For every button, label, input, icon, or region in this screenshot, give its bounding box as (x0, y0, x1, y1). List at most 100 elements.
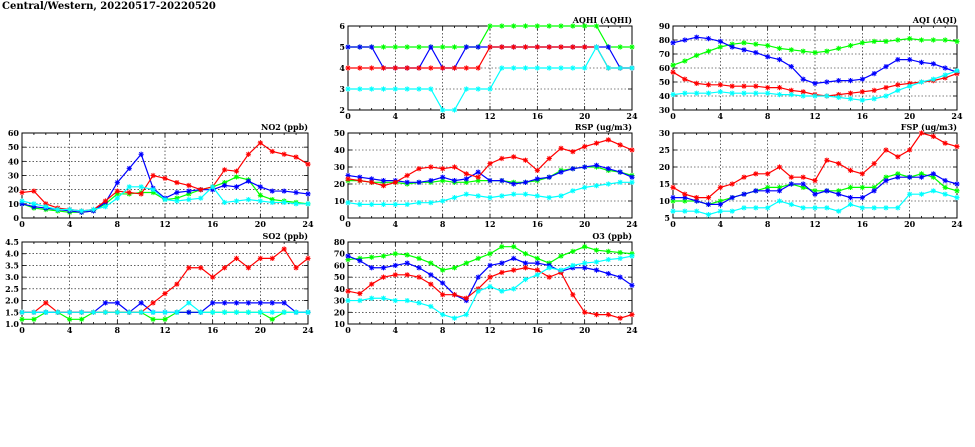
data-point (682, 90, 688, 96)
data-point (765, 43, 771, 49)
data-point (570, 188, 576, 194)
data-point (918, 191, 925, 197)
chart-title: AQI (AQI) (912, 15, 957, 25)
data-point (31, 188, 37, 194)
y-tick-label: 60 (659, 63, 671, 73)
data-point (753, 205, 759, 211)
data-point (765, 171, 771, 177)
data-point (617, 65, 623, 71)
data-point (43, 309, 49, 315)
data-point (475, 44, 481, 50)
data-point (788, 64, 794, 70)
data-point (694, 80, 700, 86)
y-tick-label: 1.0 (5, 319, 19, 329)
data-point (369, 86, 375, 92)
data-point (114, 188, 120, 194)
data-point (428, 281, 434, 287)
data-point (859, 184, 865, 190)
data-point (617, 169, 623, 175)
data-point (357, 290, 363, 297)
data-point (293, 189, 299, 196)
data-point (558, 23, 564, 29)
data-point (380, 253, 387, 259)
data-point (582, 144, 588, 150)
data-point (895, 37, 901, 43)
data-point (741, 47, 747, 53)
data-point (930, 133, 936, 139)
data-point (487, 262, 493, 269)
data-point (221, 300, 228, 306)
data-point (78, 309, 85, 315)
x-tick-label: 12 (809, 111, 820, 121)
data-point (186, 309, 192, 315)
data-point (883, 178, 889, 184)
data-point (558, 193, 564, 199)
data-point (729, 181, 735, 187)
x-tick-label: 20 (255, 325, 267, 335)
data-point (487, 251, 493, 257)
series-line (345, 162, 635, 187)
data-point (942, 65, 948, 71)
data-point (499, 193, 505, 199)
data-point (847, 201, 854, 207)
data-point (269, 188, 275, 194)
data-point (428, 303, 434, 310)
data-point (416, 166, 422, 172)
data-point (871, 87, 877, 93)
data-point (629, 147, 635, 153)
data-point (836, 94, 842, 100)
data-point (670, 40, 676, 46)
x-tick-label: 8 (115, 325, 121, 335)
data-point (593, 23, 600, 29)
data-point (281, 246, 287, 252)
data-point (629, 282, 635, 288)
y-tick-label: 2.0 (5, 296, 19, 306)
y-tick-label: 80 (334, 237, 346, 247)
data-point (269, 199, 275, 206)
data-point (582, 260, 588, 266)
data-point (138, 184, 144, 190)
data-point (404, 44, 410, 50)
data-point (729, 90, 735, 96)
data-point (416, 300, 422, 306)
x-tick-label: 8 (765, 219, 771, 229)
data-point (895, 87, 901, 93)
data-point (694, 52, 700, 58)
series-line (670, 188, 960, 218)
data-point (511, 23, 517, 29)
data-point (451, 44, 458, 50)
data-point (19, 309, 25, 315)
x-tick-label: 8 (115, 219, 121, 229)
data-point (210, 309, 216, 315)
page-title: Central/Western, 20220517-20220520 (2, 1, 216, 12)
data-point (546, 274, 552, 280)
data-point (150, 189, 156, 196)
data-point (741, 191, 747, 197)
data-point (522, 157, 529, 163)
x-tick-label: 12 (159, 219, 170, 229)
data-point (233, 184, 240, 190)
data-point (245, 265, 252, 271)
data-point (534, 272, 540, 278)
y-tick-label: 70 (659, 49, 671, 59)
data-point (836, 78, 842, 84)
data-point (345, 172, 351, 179)
y-tick-label: 40 (8, 156, 20, 166)
data-point (918, 174, 925, 180)
data-point (605, 166, 611, 172)
data-point (836, 92, 842, 98)
x-tick-label: 12 (809, 219, 820, 229)
data-point (705, 212, 712, 218)
data-point (776, 198, 783, 204)
data-point (534, 193, 540, 199)
data-point (487, 195, 493, 201)
data-point (233, 168, 240, 174)
data-point (162, 196, 168, 203)
data-point (293, 309, 299, 315)
data-point (942, 75, 948, 81)
data-point (257, 198, 263, 204)
data-point (511, 65, 517, 71)
x-tick-label: 8 (440, 325, 446, 335)
x-tick-label: 0 (345, 111, 351, 121)
data-point (546, 65, 552, 71)
